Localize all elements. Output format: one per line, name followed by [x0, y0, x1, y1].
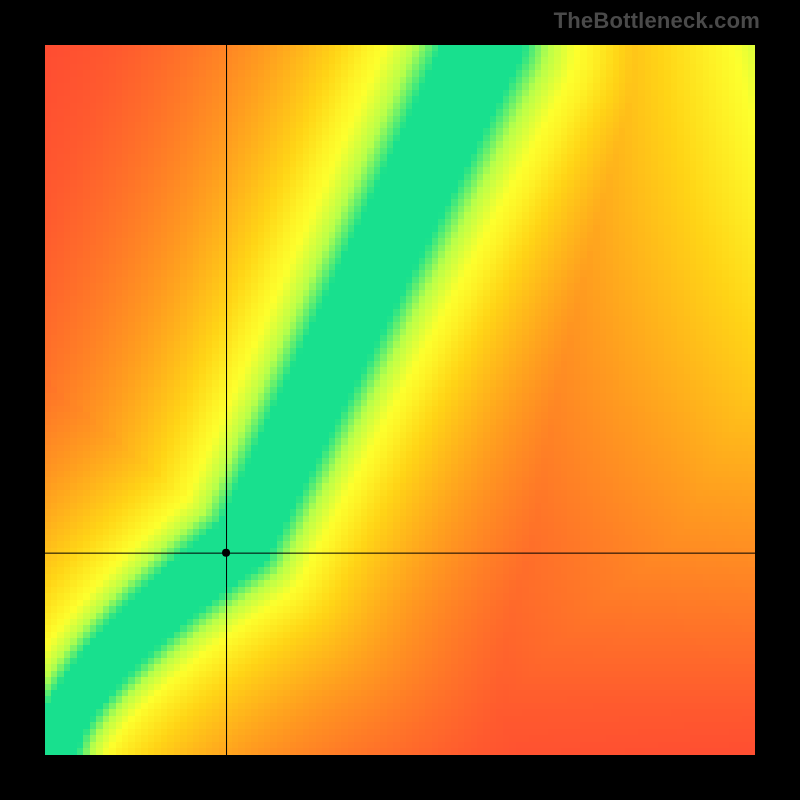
heatmap-canvas — [45, 45, 755, 755]
chart-container: TheBottleneck.com — [0, 0, 800, 800]
watermark-text: TheBottleneck.com — [554, 8, 760, 34]
